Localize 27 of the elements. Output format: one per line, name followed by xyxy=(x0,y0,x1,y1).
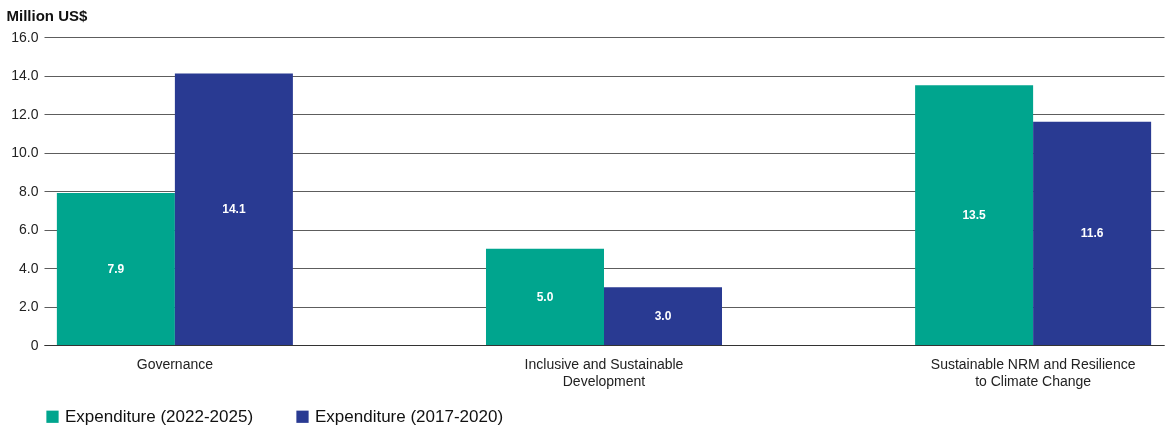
data-label: 3.0 xyxy=(654,309,672,324)
data-label: 14.1 xyxy=(222,202,246,217)
bar xyxy=(1033,121,1152,345)
x-tick-label: Governance xyxy=(136,355,214,372)
y-axis-title: Million US$ xyxy=(6,6,88,24)
x-tick-label: Inclusive and Sustainable Development xyxy=(524,355,684,389)
y-tick-label: 10.0 xyxy=(11,144,39,160)
y-tick-label: 16.0 xyxy=(11,28,39,45)
y-tick-label: 12.0 xyxy=(11,105,39,122)
data-label: 5.0 xyxy=(536,289,554,304)
y-tick-label: 2.0 xyxy=(19,298,39,314)
bar xyxy=(604,287,723,345)
y-tick-label: 6.0 xyxy=(19,221,39,237)
x-tick-label: Sustainable NRM and Resilience to Climate Change xyxy=(930,355,1136,389)
bar xyxy=(174,73,293,345)
bar xyxy=(485,248,604,345)
y-tick-label: 4.0 xyxy=(19,259,39,276)
y-tick-label: 14.0 xyxy=(11,67,39,83)
legend-label: Expenditure (2017-2020) xyxy=(315,406,504,426)
y-tick-label: 0 xyxy=(30,336,39,353)
y-tick-label: 8.0 xyxy=(19,182,39,199)
bar xyxy=(56,192,175,345)
bar xyxy=(915,85,1034,345)
legend-label: Expenditure (2022-2025) xyxy=(65,406,254,426)
data-label: 13.5 xyxy=(962,208,987,223)
data-label: 7.9 xyxy=(107,261,125,276)
data-label: 11.6 xyxy=(1080,226,1104,241)
